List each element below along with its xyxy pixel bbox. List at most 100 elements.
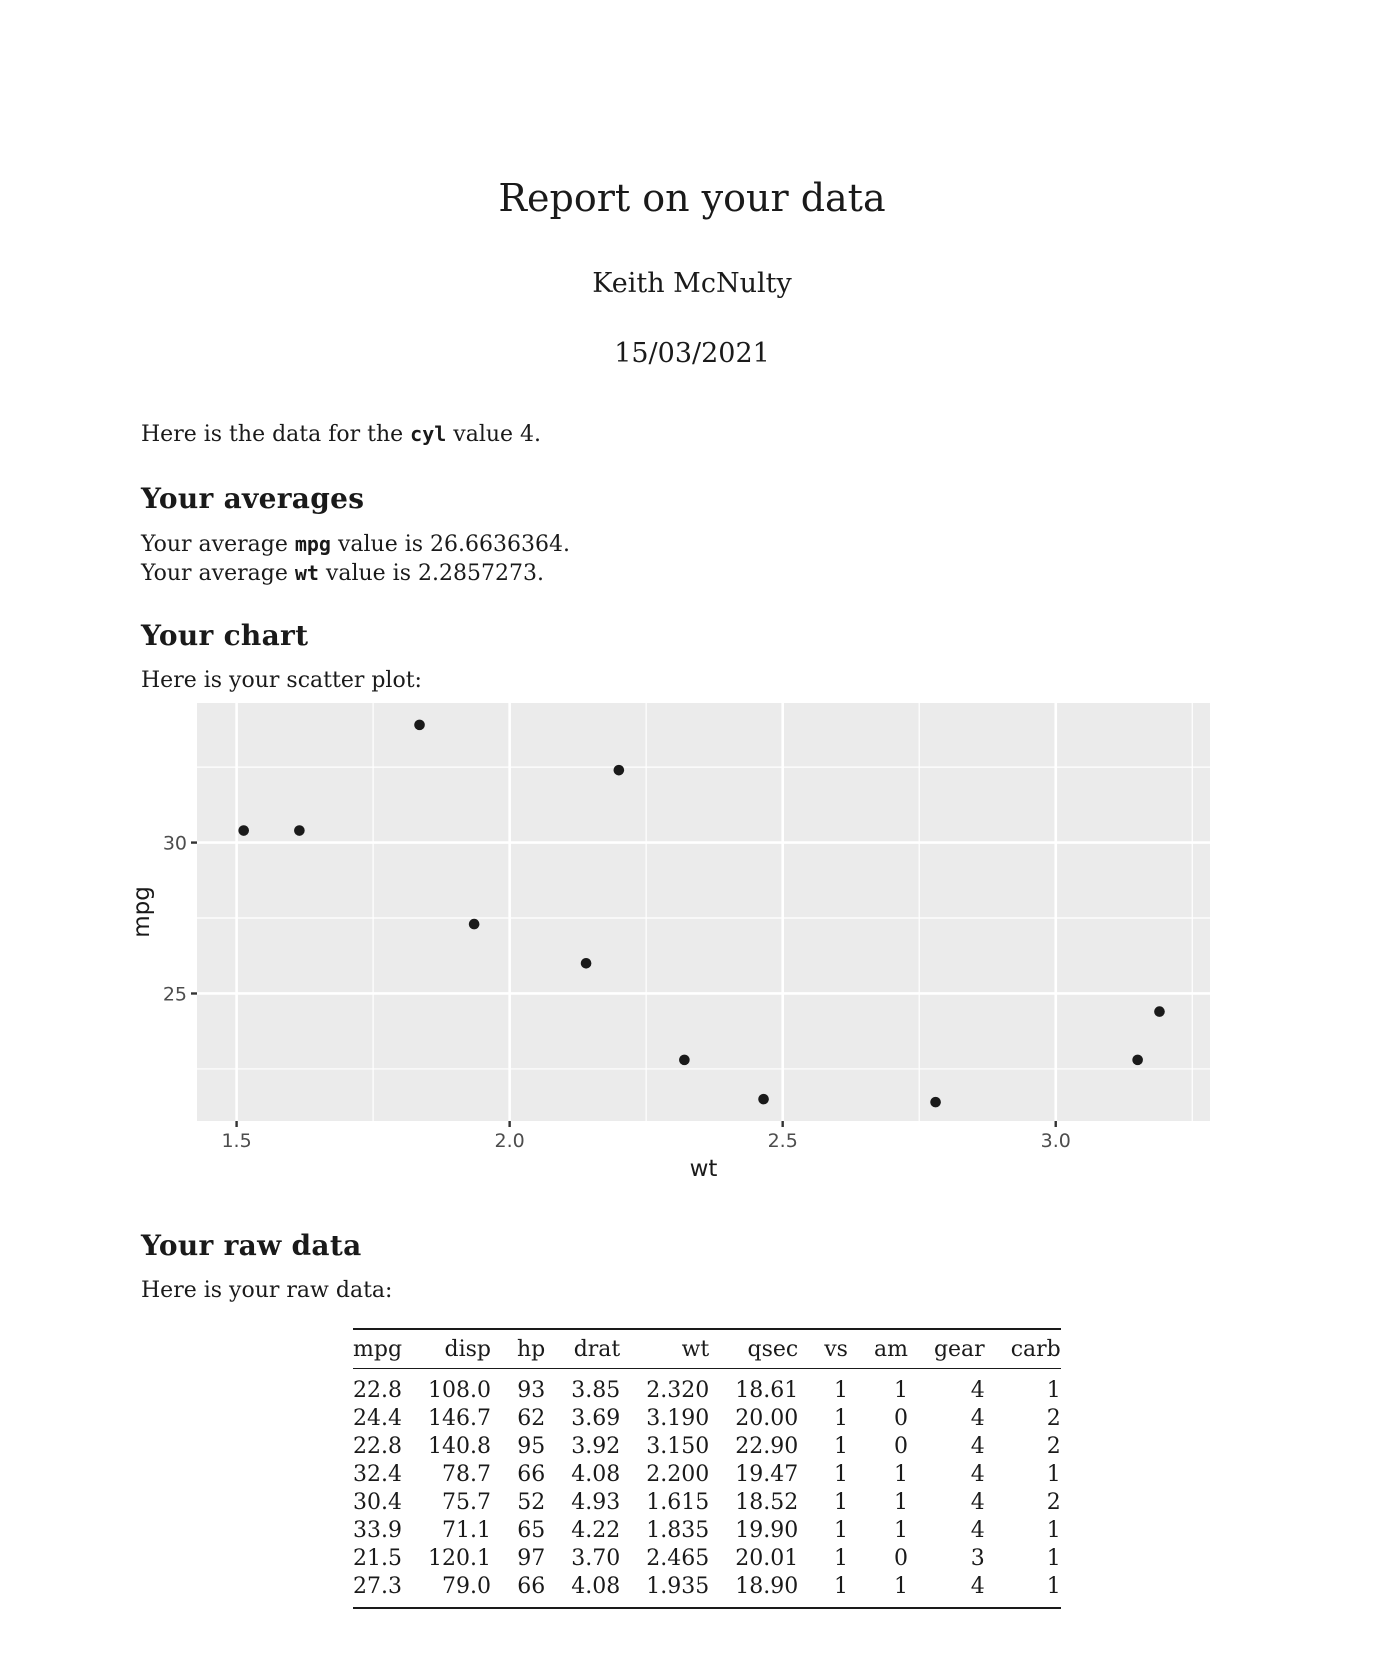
table-cell-wt: 1.935	[646, 1574, 710, 1599]
table-cell-carb: 1	[1046, 1518, 1061, 1543]
table-cell-mpg: 30.4	[353, 1490, 402, 1515]
intro-code-cyl: cyl	[410, 422, 447, 446]
scatter-point	[1154, 1006, 1165, 1017]
table-cell-hp: 95	[517, 1434, 546, 1459]
column-header-am: am	[847, 1329, 908, 1369]
table-cell-hp: 66	[517, 1462, 546, 1487]
table-row: 22.8 108.0 93 3.85 2.320 18.61 1 1 4 1	[353, 1369, 1061, 1406]
table-cell-disp: 71.1	[442, 1518, 492, 1543]
table-cell-drat: 4.08	[571, 1574, 621, 1599]
table-cell-am: 1	[893, 1462, 908, 1487]
table-cell-vs: 1	[833, 1406, 848, 1431]
avg-wt-suffix: value is 2.2857273.	[318, 561, 544, 586]
x-tick-label: 1.5	[221, 1130, 251, 1152]
table-cell-qsec: 19.90	[735, 1518, 799, 1543]
chart-heading: Your chart	[141, 619, 309, 652]
x-axis-title: wt	[690, 1156, 718, 1182]
table-cell-disp: 75.7	[442, 1490, 492, 1515]
y-tick-label: 25	[163, 983, 187, 1005]
scatter-point	[468, 918, 480, 930]
scatter-chart: 1.5 2.0 2.5 3.0 25 30 wt mpg	[130, 703, 1210, 1182]
scatter-point	[238, 825, 249, 836]
avg-wt-prefix: Your average	[141, 561, 295, 586]
table-cell-wt: 2.465	[646, 1546, 710, 1571]
table-cell-mpg: 27.3	[353, 1574, 402, 1599]
table-cell-disp: 120.1	[428, 1546, 492, 1571]
column-header-vs: vs	[798, 1329, 848, 1369]
raw-data-table: mpg disp hp drat wt qsec vs am gear carb 22.8 108.…	[353, 1328, 1061, 1609]
report-date: 15/03/2021	[614, 338, 770, 369]
table-cell-qsec: 22.90	[735, 1434, 799, 1459]
x-tick-label: 2.0	[495, 1130, 525, 1152]
table-cell-hp: 52	[517, 1490, 546, 1515]
column-header-hp: hp	[491, 1329, 546, 1369]
table-row: 21.5 120.1 97 3.70 2.465 20.01 1 0 3 1	[353, 1545, 1061, 1573]
table-cell-gear: 4	[970, 1406, 985, 1431]
raw-data-heading: Your raw data	[141, 1229, 362, 1262]
table-cell-gear: 4	[970, 1574, 985, 1599]
table-cell-am: 1	[893, 1490, 908, 1515]
scatter-point	[679, 1054, 690, 1066]
table-row: 32.4 78.7 66 4.08 2.200 19.47 1 1 4 1	[353, 1461, 1061, 1489]
scatter-point	[758, 1093, 769, 1105]
table-cell-wt: 3.150	[646, 1434, 710, 1459]
table-cell-carb: 2	[1046, 1490, 1061, 1515]
table-cell-disp: 78.7	[442, 1462, 492, 1487]
scatter-point	[1132, 1054, 1143, 1066]
table-cell-hp: 62	[517, 1406, 546, 1431]
avg-mpg-suffix: value is 26.6636364.	[330, 532, 570, 557]
averages-paragraph: Your average mpg value is 26.6636364. Yo…	[141, 530, 570, 588]
table-cell-carb: 2	[1046, 1406, 1061, 1431]
table-cell-hp: 66	[517, 1574, 546, 1599]
table-cell-drat: 3.70	[571, 1546, 621, 1571]
intro-suffix: value 4.	[446, 422, 542, 447]
scatter-point	[414, 719, 425, 731]
column-header-wt: wt	[620, 1329, 710, 1369]
x-tick-label: 3.0	[1041, 1130, 1071, 1152]
table-cell-mpg: 33.9	[353, 1518, 402, 1543]
table-cell-disp: 140.8	[428, 1434, 492, 1459]
table-cell-wt: 2.200	[646, 1462, 710, 1487]
table-cell-mpg: 24.4	[353, 1406, 402, 1431]
x-tick-label: 2.5	[768, 1130, 798, 1152]
table-cell-am: 1	[893, 1518, 908, 1543]
table-cell-mpg: 22.8	[353, 1434, 402, 1459]
table-cell-qsec: 18.61	[735, 1378, 799, 1403]
table-row: 24.4 146.7 62 3.69 3.190 20.00 1 0 4 2	[353, 1405, 1061, 1433]
table-cell-vs: 1	[833, 1574, 848, 1599]
scatter-point	[613, 764, 625, 776]
table-cell-drat: 3.85	[571, 1378, 621, 1403]
column-header-disp: disp	[402, 1329, 492, 1369]
table-cell-qsec: 18.90	[735, 1574, 799, 1599]
table-row: 30.4 75.7 52 4.93 1.615 18.52 1 1 4 2	[353, 1489, 1061, 1517]
table-cell-drat: 3.92	[571, 1434, 621, 1459]
avg-wt-code: wt	[294, 561, 319, 585]
table-cell-carb: 2	[1046, 1434, 1061, 1459]
table-cell-wt: 1.835	[646, 1518, 710, 1543]
table-cell-disp: 146.7	[428, 1406, 492, 1431]
table-cell-hp: 65	[517, 1518, 546, 1543]
table-cell-qsec: 18.52	[735, 1490, 799, 1515]
column-header-gear: gear	[907, 1329, 985, 1369]
y-axis-title: mpg	[130, 886, 155, 938]
intro-prefix: Here is the data for the	[141, 422, 411, 447]
table-cell-wt: 3.190	[646, 1406, 710, 1431]
table-cell-gear: 4	[970, 1490, 985, 1515]
table-cell-gear: 4	[970, 1378, 985, 1403]
table-cell-gear: 4	[970, 1434, 985, 1459]
scatter-point	[930, 1096, 941, 1108]
table-row: 22.8 140.8 95 3.92 3.150 22.90 1 0 4 2	[353, 1433, 1061, 1461]
table-cell-vs: 1	[833, 1462, 848, 1487]
table-row: 33.9 71.1 65 4.22 1.835 19.90 1 1 4 1	[353, 1517, 1061, 1545]
table-cell-drat: 3.69	[571, 1406, 621, 1431]
table-cell-drat: 4.93	[571, 1490, 621, 1515]
table-cell-gear: 4	[970, 1518, 985, 1543]
raw-data-intro: Here is your raw data:	[141, 1278, 393, 1303]
column-header-qsec: qsec	[709, 1329, 799, 1369]
avg-mpg-prefix: Your average	[141, 532, 295, 557]
table-cell-disp: 79.0	[442, 1574, 492, 1599]
scatter-point	[580, 958, 592, 969]
column-header-carb: carb	[984, 1329, 1061, 1369]
table-cell-gear: 4	[970, 1462, 985, 1487]
